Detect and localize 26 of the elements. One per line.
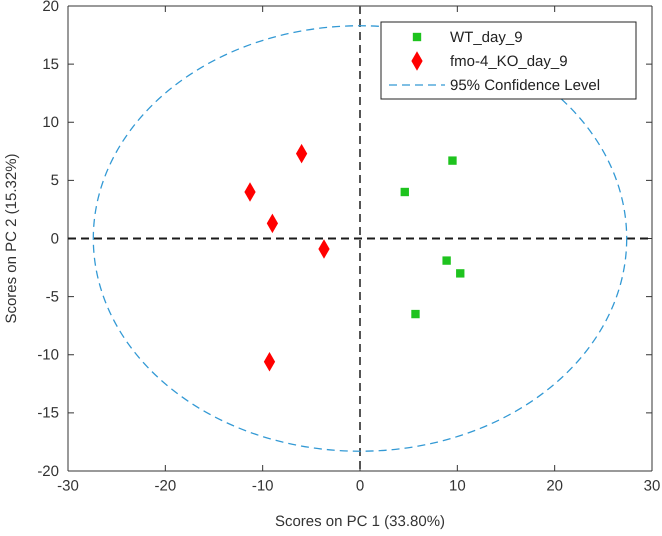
point xyxy=(448,156,457,165)
point xyxy=(456,269,464,278)
y-tick-label: 20 xyxy=(42,0,59,15)
y-tick-label: 5 xyxy=(50,172,59,190)
y-tick-label: 10 xyxy=(42,114,59,132)
y-tick-label: 15 xyxy=(42,56,59,73)
x-tick-label: 20 xyxy=(546,478,564,495)
point xyxy=(400,188,409,196)
point xyxy=(442,256,451,265)
y-tick-label: -20 xyxy=(37,462,59,480)
y-tick-label: 0 xyxy=(50,230,59,248)
point xyxy=(411,310,420,318)
annotation: 95% Confidence Level xyxy=(450,77,600,94)
x-tick-label: -20 xyxy=(154,478,176,495)
legend-label: fmo-4_KO_day_9 xyxy=(450,53,568,70)
x-tick-label: 10 xyxy=(448,478,466,495)
y-tick-label: -15 xyxy=(37,404,59,422)
x-tick-label: 0 xyxy=(356,478,364,495)
x-axis-title: Scores on PC 1 (33.80%) xyxy=(274,513,446,530)
y-tick-label: -5 xyxy=(46,288,59,306)
x-tick-label: -10 xyxy=(252,478,274,495)
legend-label: WT_day_9 xyxy=(450,29,523,46)
y-axis-title: Scores on PC 2 (15.32%) xyxy=(3,153,20,324)
y-tick-label: -10 xyxy=(37,346,59,364)
x-tick-label: 30 xyxy=(644,478,660,495)
x-tick-label: -30 xyxy=(57,478,79,495)
